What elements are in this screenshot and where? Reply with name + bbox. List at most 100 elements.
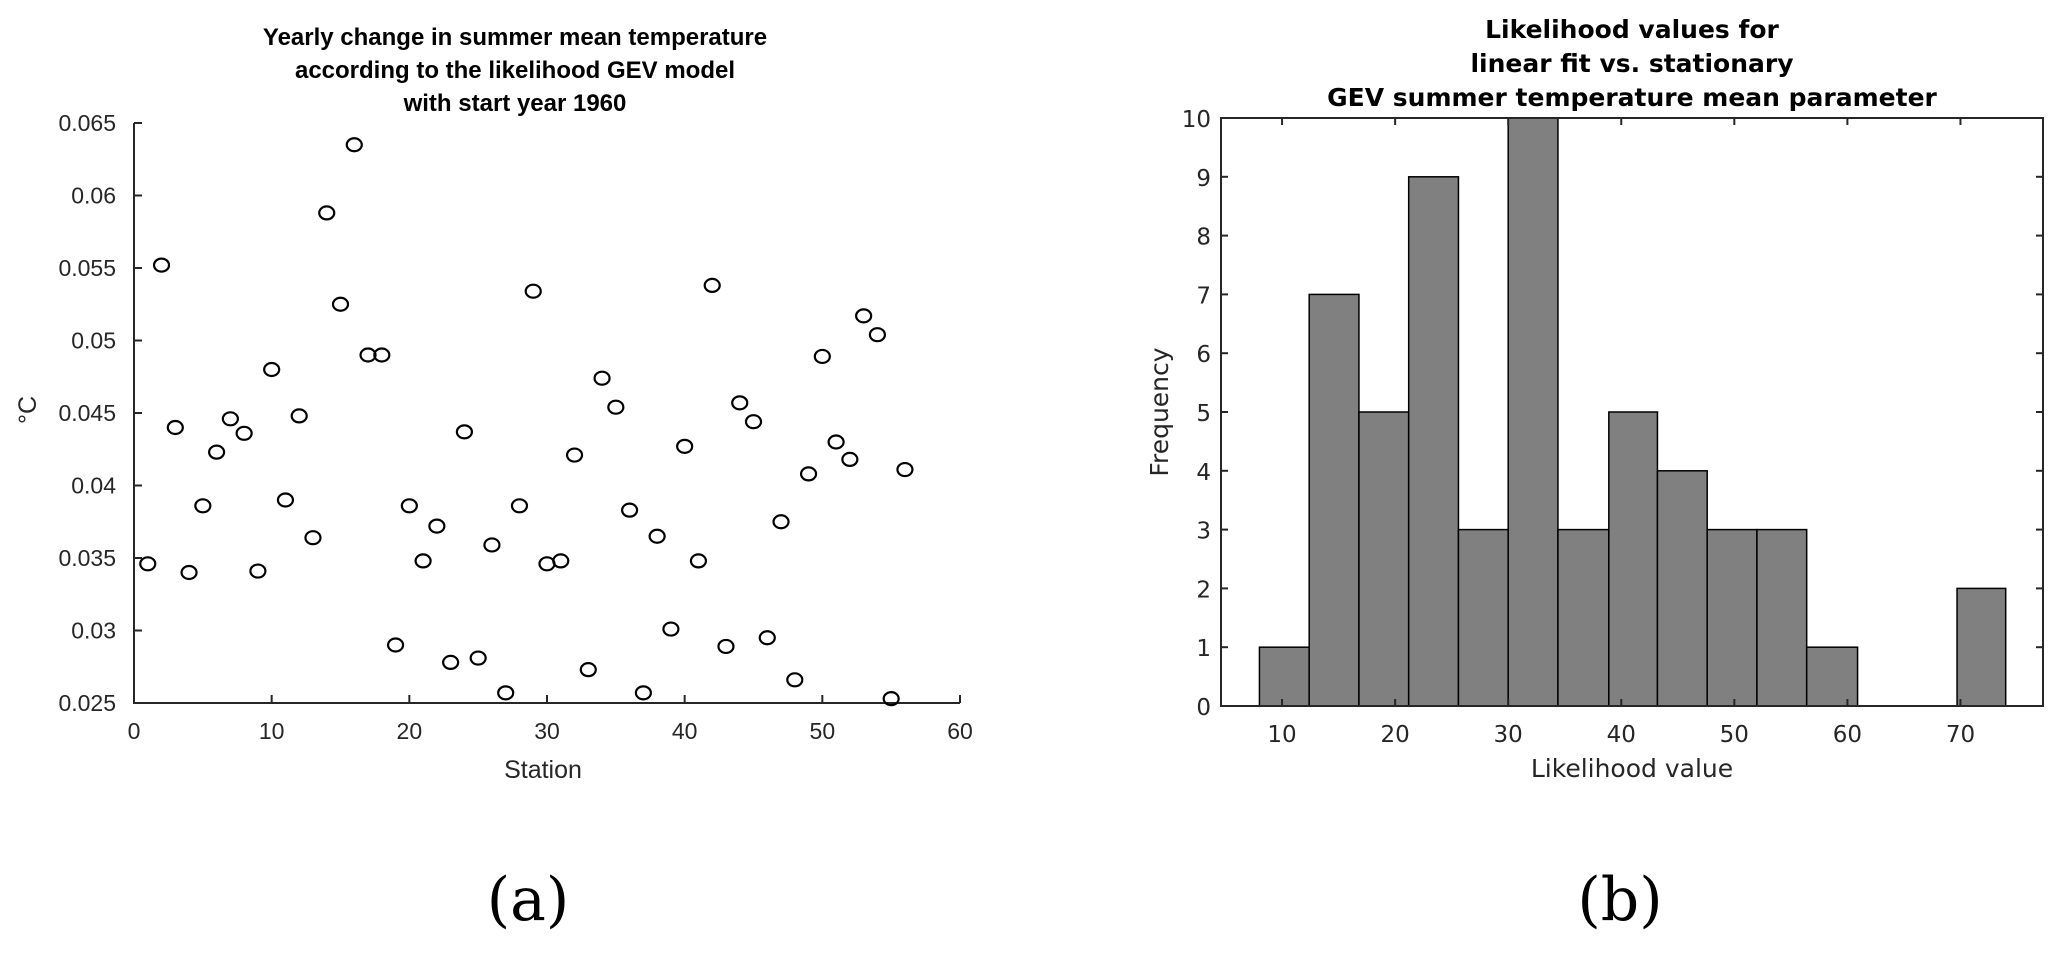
scatter-point [152,257,171,273]
scatter-point [634,685,652,701]
scatter-x-axis-label: Station [504,756,582,784]
scatter-point [744,414,763,430]
scatter-point [896,461,914,478]
scatter-point [827,434,845,450]
histogram-title-line-3: GEV summer temperature mean parameter [1327,83,1937,112]
scatter-x-tick-label: 40 [672,718,698,744]
histogram-y-axis-label: Frequency [1145,347,1174,476]
histogram-bar [1756,528,1808,707]
scatter-y-axis-label: °C [14,396,42,424]
scatter-point [786,672,804,688]
scatter-point [483,537,501,553]
scatter-point [442,654,460,671]
histogram-x-tick-label: 70 [1946,722,1975,748]
scatter-y-tick-label: 0.04 [71,473,116,499]
scatter-x-tick-label: 10 [259,718,285,744]
histogram-bar [1457,528,1509,707]
scatter-x-tick-label: 50 [810,718,836,744]
scatter-y-tick-label: 0.055 [58,255,116,281]
scatter-point [813,348,831,365]
histogram-bar [1407,176,1460,707]
scatter-point [799,466,818,482]
histogram-x-ticks: 10 20 30 40 50 60 70 [1267,118,1975,748]
histogram-bar [1507,117,1559,707]
scatter-y-tick-label: 0.065 [58,110,116,136]
scatter-point [414,553,432,569]
histogram-y-tick-label: 10 [1182,107,1211,133]
scatter-axes [133,123,960,704]
scatter-point [373,347,391,363]
histogram-bar [1608,411,1659,707]
scatter-point [331,296,350,312]
histogram-bar [1358,411,1410,707]
histogram-y-tick-label: 7 [1196,283,1211,309]
scatter-point [579,662,597,678]
histogram-bars [1258,117,2007,707]
caption-b: (b) [1577,865,1662,935]
scatter-point [345,137,363,153]
caption-a: (a) [487,865,570,935]
histogram-title-line-2: linear fit vs. stationary [1470,49,1793,78]
histogram-bar [1706,528,1758,707]
scatter-y-tick-label: 0.045 [58,400,116,426]
scatter-point [662,621,680,637]
histogram-bar [1308,293,1360,707]
histogram-y-tick-label: 3 [1196,519,1211,545]
histogram-x-tick-label: 10 [1267,722,1296,748]
histogram-panel: Likelihood values for linear fit vs. sta… [1145,15,2044,935]
scatter-point [359,347,377,363]
scatter-y-tick-label: 0.035 [58,545,116,571]
scatter-point [263,361,281,378]
histogram-x-tick-label: 40 [1607,722,1636,748]
scatter-point [841,451,859,467]
scatter-point [235,425,253,441]
scatter-point [855,308,873,324]
histogram-x-tick-label: 60 [1833,722,1862,748]
histogram-y-tick-label: 5 [1196,401,1211,427]
histogram-x-axis-label: Likelihood value [1531,754,1733,783]
histogram-x-tick-label: 20 [1380,722,1409,748]
scatter-point [703,277,721,293]
scatter-x-ticks: 0 10 20 30 40 50 60 [128,695,973,744]
scatter-point [882,691,900,707]
scatter-x-tick-label: 30 [534,718,560,744]
histogram-bar [1557,528,1610,707]
histogram-y-ticks: 0 1 2 3 4 5 6 7 8 9 10 [1182,107,2043,721]
scatter-point [497,685,515,701]
histogram-title-line-1: Likelihood values for [1485,15,1779,44]
histogram-x-tick-label: 50 [1720,722,1749,748]
scatter-point [318,205,336,221]
scatter-point [552,553,570,569]
scatter-point [249,563,267,579]
scatter-points [139,137,914,707]
histogram-y-tick-label: 8 [1196,225,1211,251]
scatter-point [620,502,639,518]
scatter-point [139,556,157,572]
scatter-point [469,650,487,666]
scatter-point [221,411,239,427]
scatter-point [717,638,735,655]
scatter-y-tick-label: 0.05 [71,328,116,354]
scatter-x-tick-label: 20 [397,718,423,744]
scatter-title-line-2: according to the likelihood GEV model [295,57,735,84]
scatter-point [593,370,611,386]
scatter-point [772,514,790,530]
histogram-y-tick-label: 2 [1196,577,1211,603]
scatter-panel: Yearly change in summer mean temperature… [14,24,973,935]
scatter-point [166,419,184,436]
scatter-point [565,447,584,463]
scatter-point [510,498,529,514]
scatter-point [455,424,473,440]
histogram-y-tick-label: 9 [1196,166,1211,192]
scatter-title-line-3: with start year 1960 [403,90,627,117]
scatter-y-tick-label: 0.025 [58,690,116,716]
histogram-y-tick-label: 0 [1196,695,1211,721]
scatter-point [607,399,625,415]
scatter-point [400,498,418,514]
scatter-point [758,630,776,646]
scatter-point [676,438,694,454]
scatter-point [868,327,887,343]
scatter-point [208,444,226,460]
scatter-point [180,564,198,581]
